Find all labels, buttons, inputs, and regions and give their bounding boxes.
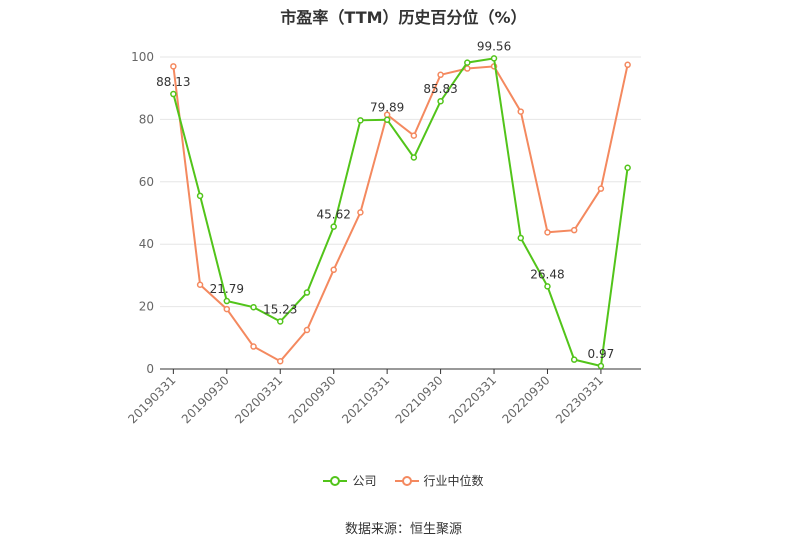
- series-line-company: [172, 57, 629, 368]
- data-point[interactable]: [517, 108, 524, 115]
- data-label: 99.56: [477, 39, 511, 53]
- data-label: 21.79: [210, 282, 244, 296]
- data-point[interactable]: [170, 63, 177, 70]
- data-point[interactable]: [277, 318, 284, 325]
- legend-label-industry-median: 行业中位数: [423, 474, 484, 488]
- x-tick-label: 20220930: [500, 373, 553, 426]
- data-label: 26.48: [530, 267, 564, 281]
- legend-marker-industry-icon: [394, 475, 419, 486]
- y-tick-label: 40: [139, 237, 154, 251]
- data-point[interactable]: [624, 61, 631, 69]
- data-label: 85.83: [423, 82, 457, 96]
- x-tick-label: 20200930: [286, 373, 339, 426]
- data-point[interactable]: [517, 234, 524, 242]
- legend: 公司 行业中位数: [0, 472, 807, 489]
- x-tick-label: 20200331: [232, 373, 285, 426]
- x-tick-label: 20190930: [179, 373, 232, 426]
- data-labels: 88.13 21.79 15.23 45.62 79.89 85.83 99.56 26.48…: [156, 39, 614, 361]
- legend-item-company[interactable]: 公司: [323, 472, 377, 489]
- data-point[interactable]: [250, 303, 257, 311]
- data-point[interactable]: [544, 229, 551, 236]
- data-point[interactable]: [410, 132, 418, 139]
- series-line-industry-median: [172, 64, 629, 363]
- data-point[interactable]: [597, 185, 605, 192]
- data-point[interactable]: [464, 59, 471, 66]
- x-tick-label: 20230331: [553, 373, 606, 426]
- data-point[interactable]: [570, 226, 578, 234]
- data-label: 79.89: [370, 101, 404, 115]
- y-tick-label: 0: [146, 362, 154, 376]
- data-point[interactable]: [464, 65, 471, 72]
- data-point[interactable]: [357, 117, 364, 124]
- x-tick-label: 20190331: [125, 373, 178, 426]
- legend-item-industry-median[interactable]: 行业中位数: [394, 472, 484, 489]
- data-point[interactable]: [250, 343, 257, 350]
- data-point[interactable]: [277, 357, 284, 365]
- x-tick-label: 20210930: [393, 373, 446, 426]
- data-point[interactable]: [357, 209, 364, 216]
- data-point[interactable]: [196, 192, 204, 200]
- x-tick-label: 20220331: [446, 373, 499, 426]
- series-lines: [170, 55, 631, 370]
- data-point[interactable]: [383, 116, 391, 123]
- data-point[interactable]: [544, 283, 551, 290]
- data-label: 15.23: [263, 302, 297, 316]
- data-point[interactable]: [223, 305, 231, 313]
- data-point[interactable]: [570, 356, 578, 363]
- grid-lines: [160, 56, 641, 308]
- y-tick-label: 60: [139, 175, 154, 189]
- data-label: 0.97: [588, 347, 615, 361]
- data-point[interactable]: [330, 266, 337, 274]
- legend-marker-company-icon: [323, 475, 348, 486]
- data-point[interactable]: [303, 289, 311, 296]
- legend-label-company: 公司: [352, 474, 377, 488]
- data-point[interactable]: [437, 71, 444, 79]
- x-tick-label: 20210331: [339, 373, 392, 426]
- data-point[interactable]: [330, 223, 337, 230]
- data-point[interactable]: [410, 154, 418, 161]
- data-label: 88.13: [156, 75, 190, 89]
- data-point[interactable]: [196, 281, 204, 289]
- data-point[interactable]: [170, 90, 177, 98]
- data-point[interactable]: [624, 164, 631, 172]
- chart-title: 市盈率（TTM）历史百分位（%）: [280, 8, 527, 27]
- data-point[interactable]: [490, 55, 498, 62]
- source-note: 数据来源：恒生聚源: [344, 522, 462, 537]
- y-tick-label: 20: [139, 300, 154, 314]
- data-point[interactable]: [437, 97, 444, 105]
- y-tick-label: 100: [131, 50, 154, 64]
- data-point[interactable]: [303, 326, 311, 334]
- data-point[interactable]: [597, 362, 605, 370]
- data-label: 45.62: [317, 208, 351, 222]
- y-tick-label: 80: [139, 112, 154, 126]
- data-point[interactable]: [223, 297, 231, 305]
